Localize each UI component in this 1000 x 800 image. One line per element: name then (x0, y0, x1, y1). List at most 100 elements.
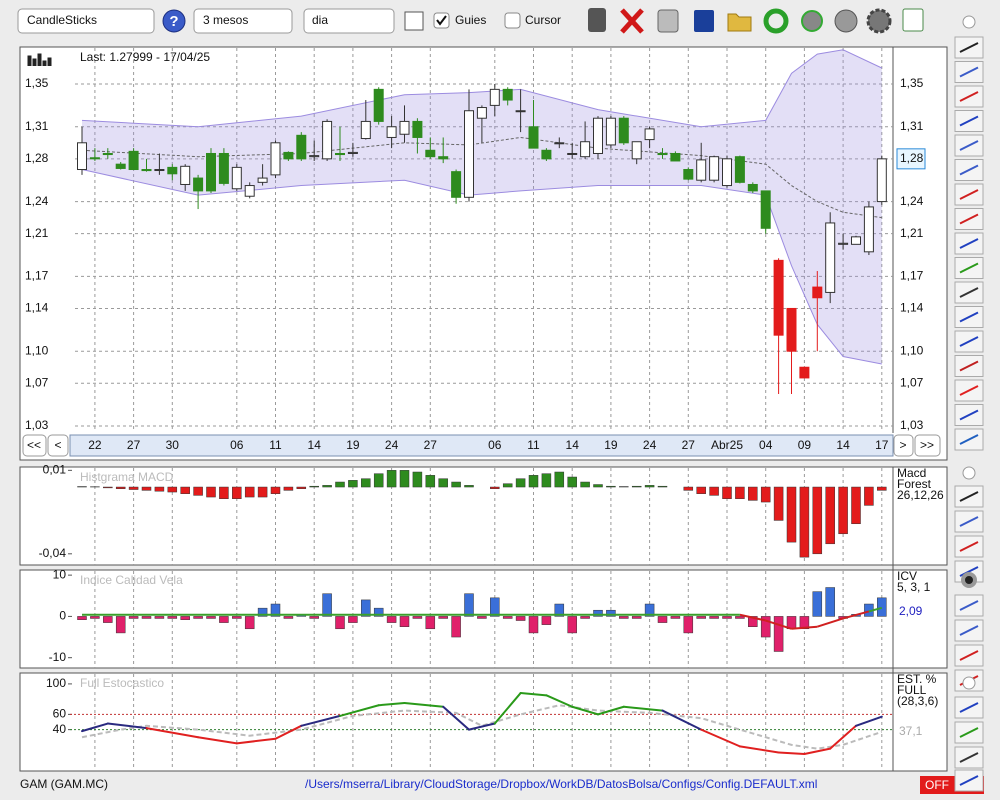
candle-body (876, 158, 887, 203)
chart-icon[interactable] (404, 11, 424, 31)
nav-prev[interactable] (47, 434, 69, 457)
bar (219, 486, 229, 499)
bar (180, 616, 190, 620)
tool-glyph (959, 727, 979, 738)
refresh-icon[interactable] (763, 8, 789, 34)
cursor-label: Cursor (525, 13, 561, 27)
panel-title: Last: 1.27999 - 17/04/25 (80, 50, 210, 64)
y-tick-label-right: 1,21 (900, 226, 924, 240)
k-line (339, 704, 380, 717)
config-path[interactable]: /Users/mserra/Library/CloudStorage/Dropb… (305, 777, 817, 791)
radio[interactable] (962, 466, 976, 480)
bar (438, 478, 448, 488)
candle-body (412, 120, 423, 138)
panel-title: Histgrama MACD (80, 470, 174, 484)
bar (128, 486, 139, 490)
candle-body (502, 88, 513, 101)
y-tick-label-right: 1,07 (900, 375, 924, 389)
bar (77, 486, 87, 488)
candle-body (580, 141, 591, 158)
delete-icon[interactable] (620, 8, 644, 34)
bar (232, 486, 242, 499)
bar (773, 486, 784, 521)
nav-first[interactable] (22, 434, 47, 457)
tool-glyph (959, 625, 979, 636)
period-select[interactable] (193, 8, 293, 34)
bar (709, 616, 719, 619)
trash-icon[interactable] (588, 8, 606, 32)
interval-select[interactable] (303, 8, 395, 34)
side-label: Forest (897, 477, 932, 491)
bar (825, 486, 835, 545)
download-icon[interactable] (801, 10, 823, 32)
bar (219, 616, 229, 623)
k-line (145, 727, 200, 739)
bar (180, 486, 190, 494)
tool-glyph (959, 336, 979, 347)
open-icon[interactable] (727, 13, 752, 32)
candle-body (851, 236, 861, 245)
bar (167, 616, 178, 619)
save-icon[interactable] (694, 10, 714, 32)
signal-line (868, 606, 883, 613)
bar (554, 603, 565, 617)
candle-body (515, 110, 526, 113)
candle-body (618, 117, 629, 144)
nav-next-label: > (899, 438, 906, 452)
check-mark (436, 15, 447, 26)
candle-body (231, 166, 242, 190)
candle-body (838, 242, 849, 245)
candle-body (309, 155, 320, 158)
k-line (700, 728, 741, 748)
settings-icon[interactable] (866, 8, 892, 34)
bar (141, 616, 152, 619)
cursor-checkbox[interactable] (504, 12, 521, 29)
last-price-label: 1,28 (900, 151, 924, 165)
bar (606, 609, 616, 617)
tool-glyph (959, 434, 979, 445)
bar (851, 486, 861, 525)
stoch-panel (19, 672, 948, 772)
side-label: 26,12,26 (897, 488, 944, 502)
candle-body (154, 169, 165, 172)
bar (567, 616, 577, 634)
nav-last[interactable] (914, 434, 941, 457)
candle-body (206, 152, 216, 192)
help-button[interactable] (162, 9, 186, 33)
candle-body (528, 126, 539, 149)
bar (464, 593, 474, 617)
candle-body (631, 141, 642, 160)
k-line (803, 747, 832, 755)
bar (580, 481, 590, 488)
bar (257, 486, 268, 498)
bar (128, 616, 139, 619)
y-tick-label: 0,01 (43, 463, 67, 477)
tool-glyph (959, 91, 979, 102)
tool-glyph (959, 566, 979, 577)
print-icon[interactable] (657, 9, 679, 33)
candle-body (373, 88, 384, 122)
candle-body (786, 307, 797, 352)
radio[interactable] (962, 676, 976, 690)
x-tick-label: 06 (230, 438, 244, 452)
tool-glyph (959, 360, 979, 372)
euro-icon[interactable] (834, 9, 858, 33)
candle-body (115, 163, 126, 169)
bar (335, 481, 345, 488)
radio[interactable] (961, 572, 977, 588)
radio[interactable] (962, 15, 976, 29)
x-tick-label: 11 (527, 438, 540, 452)
chart-type-select[interactable] (17, 8, 155, 34)
bar (412, 471, 423, 488)
candle-body (644, 128, 655, 141)
calendar-icon[interactable] (902, 8, 924, 32)
nav-next[interactable] (893, 434, 914, 457)
candle-body (799, 366, 810, 379)
bar (760, 616, 771, 638)
nav-first-label: << (27, 438, 41, 452)
bar (425, 475, 436, 488)
bar (103, 486, 113, 489)
tool-glyph (959, 311, 979, 323)
y-tick-label: 60 (53, 707, 67, 721)
candle-body (734, 156, 745, 183)
